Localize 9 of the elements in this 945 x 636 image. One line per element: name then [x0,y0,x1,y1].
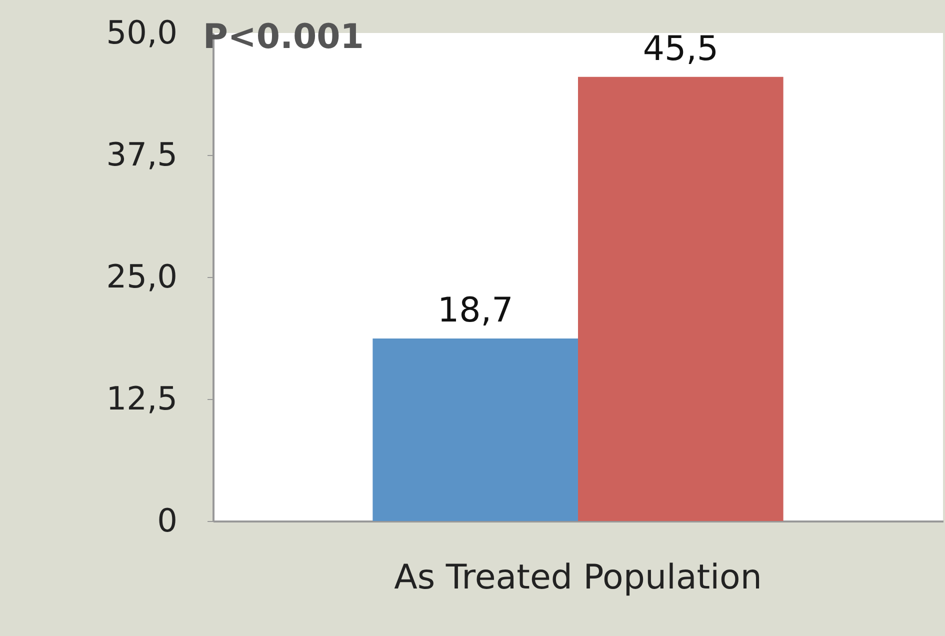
y-tick-label: 37,5 [106,136,178,174]
x-tick-label: As Treated Population [394,558,762,598]
annotation: P<0.001 [203,17,364,57]
data-label: 18,7 [437,290,514,330]
y-tick-label: 25,0 [106,258,178,296]
data-label: 45,5 [642,28,719,69]
y-tick-label: 0 [157,502,178,540]
y-tick-label: 50,0 [106,14,178,52]
y-tick-label: 12,5 [106,380,178,418]
